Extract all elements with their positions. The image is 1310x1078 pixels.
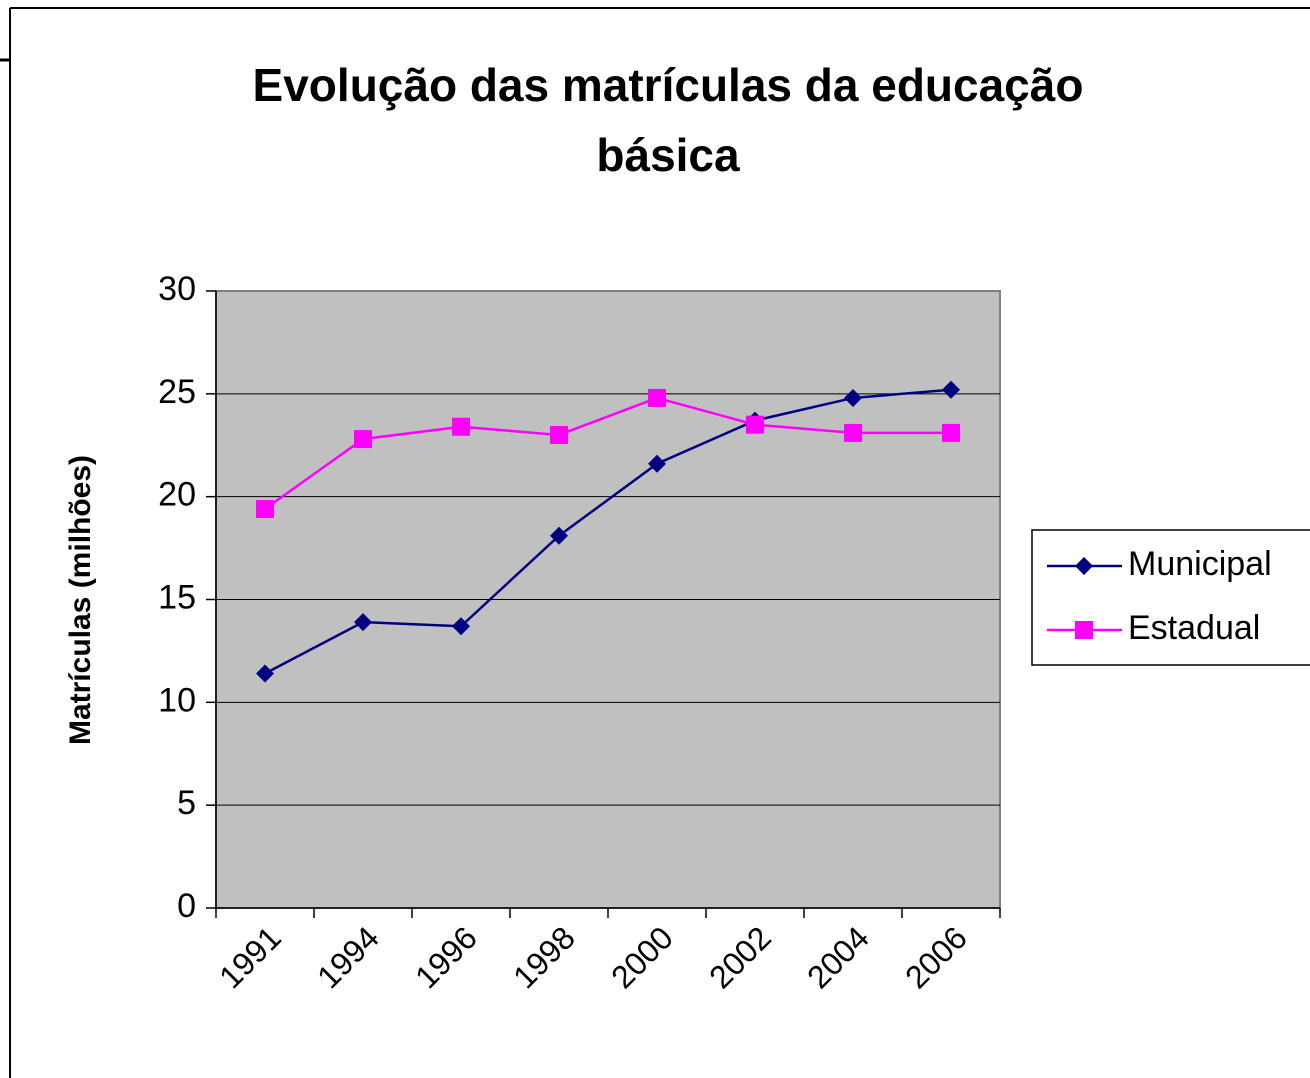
x-tick-label: 1996: [408, 919, 484, 995]
y-tick-label: 20: [158, 476, 196, 514]
x-tick-label: 2006: [898, 919, 974, 995]
marker: [648, 454, 666, 473]
legend-box: [1031, 529, 1310, 666]
y-axis-label: Matrículas (milhões): [64, 455, 97, 745]
legend-label: Municipal: [1128, 545, 1272, 583]
x-tick-label: 1994: [310, 919, 386, 995]
series: [256, 380, 960, 683]
x-tick-label: 1998: [506, 919, 582, 995]
marker: [550, 526, 568, 545]
marker: [844, 388, 862, 407]
marker: [354, 613, 372, 632]
y-tick-label: 0: [177, 887, 196, 925]
x-tick-label: 1991: [212, 919, 288, 995]
marker: [648, 388, 666, 407]
marker: [256, 664, 274, 683]
marker: [550, 425, 568, 444]
y-tick-label: 10: [158, 681, 196, 719]
marker: [1075, 557, 1093, 575]
marker: [452, 417, 470, 436]
chart-title: Evolução das matrículas da educação bási…: [252, 59, 1084, 181]
marker: [942, 423, 960, 442]
series-line: [264, 396, 951, 511]
y-tick-label: 15: [158, 578, 196, 616]
marker: [942, 380, 960, 399]
legend-label: Estadual: [1128, 609, 1260, 647]
marker: [354, 430, 372, 449]
marker: [256, 500, 274, 519]
series-line: [264, 388, 952, 675]
y-tick-label: 5: [177, 784, 196, 822]
y-tick-label: 30: [158, 270, 196, 308]
series: [256, 388, 960, 519]
marker: [1075, 621, 1093, 639]
marker: [844, 423, 862, 442]
marker: [746, 415, 764, 434]
x-tick-label: 2004: [800, 919, 876, 995]
y-tick-label: 25: [158, 373, 196, 411]
x-tick-label: 2002: [702, 919, 778, 995]
marker: [452, 617, 470, 636]
x-tick-label: 2000: [604, 919, 680, 995]
